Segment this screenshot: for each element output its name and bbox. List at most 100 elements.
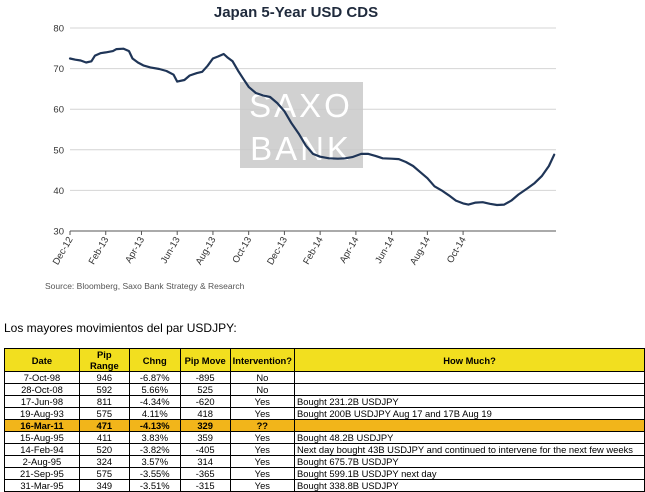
table-row: 7-Oct-98 946 -6.87% -895 No [4, 371, 645, 384]
cell-pip-move: -620 [179, 395, 231, 408]
cell-pip-move: -405 [179, 443, 231, 456]
cell-pip-range: 349 [78, 479, 130, 492]
cell-pip-range: 324 [78, 455, 130, 468]
cell-how-much: Bought 599.1B USDJPY next day [294, 467, 645, 480]
cell-pip-range: 411 [78, 431, 130, 444]
chart-title: Japan 5-Year USD CDS [214, 4, 378, 21]
col-pip-move-header: Pip Move [179, 348, 231, 372]
x-tick-label: Dec-13 [265, 235, 290, 267]
table-row: 14-Feb-94 520 -3.82% -405 Yes Next day bought… [4, 443, 645, 456]
cell-date: 14-Feb-94 [4, 443, 80, 456]
chart-source-note: Source: Bloomberg, Saxo Bank Strategy & … [45, 281, 245, 291]
cell-intervention: Yes [229, 443, 296, 456]
y-tick-label: 80 [53, 24, 64, 35]
col-how-much-header: How Much? [294, 348, 645, 372]
cell-intervention: Yes [229, 431, 296, 444]
cell-chng: -3.51% [128, 479, 181, 492]
y-tick-label: 30 [53, 227, 64, 238]
cell-chng: 3.83% [128, 431, 181, 444]
x-tick-label: Feb-13 [87, 235, 112, 267]
cell-pip-move: -365 [179, 467, 231, 480]
col-pip-range-header: Pip Range [78, 348, 130, 372]
cell-date: 7-Oct-98 [4, 371, 80, 384]
x-tick-label: Feb-14 [301, 235, 326, 267]
y-tick-label: 40 [53, 186, 64, 197]
cell-chng: -3.55% [128, 467, 181, 480]
cell-chng: -4.34% [128, 395, 181, 408]
table-row: 28-Oct-08 592 5.66% 525 No [4, 383, 645, 396]
x-tick-label: Aug-13 [194, 235, 219, 267]
cell-date: 28-Oct-08 [4, 383, 80, 396]
cell-pip-move: 359 [179, 431, 231, 444]
table-row: 31-Mar-95 349 -3.51% -315 Yes Bought 338.8B U… [4, 479, 645, 492]
cell-how-much: Bought 338.8B USDJPY [294, 479, 645, 492]
cell-chng: -6.87% [128, 371, 181, 384]
y-tick-label: 50 [53, 145, 64, 156]
cell-how-much: Bought 231.2B USDJPY [294, 395, 645, 408]
cell-pip-range: 811 [78, 395, 130, 408]
cell-date: 21-Sep-95 [4, 467, 80, 480]
x-tick-label: Oct-14 [445, 235, 469, 265]
watermark-panel [240, 82, 363, 168]
cell-intervention: Yes [229, 479, 296, 492]
x-tick-label: Oct-13 [230, 235, 254, 265]
cell-pip-move: 525 [179, 383, 231, 396]
y-tick-label: 60 [53, 105, 64, 116]
cell-chng: -4.13% [128, 419, 181, 432]
cell-intervention: Yes [229, 455, 296, 468]
cell-how-much: Bought 48.2B USDJPY [294, 431, 645, 444]
cell-intervention: Yes [229, 395, 296, 408]
table-body: 7-Oct-98 946 -6.87% -895 No 28-Oct-08 592 5.66%… [4, 371, 645, 492]
x-tick-label: Aug-14 [408, 235, 433, 267]
col-chng-header: Chng [128, 348, 181, 372]
table-row: 16-Mar-11 471 -4.13% 329?? [4, 419, 645, 432]
col-date-header: Date [4, 348, 80, 372]
cell-how-much [294, 383, 645, 396]
cell-intervention: Yes [229, 407, 296, 420]
cell-chng: 5.66% [128, 383, 181, 396]
cell-how-much: Bought 675.7B USDJPY [294, 455, 645, 468]
cell-chng: 3.57% [128, 455, 181, 468]
cell-pip-move: -895 [179, 371, 231, 384]
usdjpy-moves-table: Date Pip Range Chng Pip Move Interventio… [4, 348, 645, 492]
cell-date: 17-Jun-98 [4, 395, 80, 408]
table-header-row: Date Pip Range Chng Pip Move Interventio… [4, 348, 645, 372]
cell-chng: 4.11% [128, 407, 181, 420]
x-tick-label: Apr-14 [338, 235, 362, 265]
cell-pip-range: 592 [78, 383, 130, 396]
table-row: 21-Sep-95 575 -3.55% -365 Yes Bought 599.1B U… [4, 467, 645, 480]
cell-how-much [294, 371, 645, 384]
cds-chart: Japan 5-Year USD CDS SAXO BANK 30 40 50 60 7… [45, 4, 556, 291]
cell-how-much [294, 419, 645, 432]
x-axis-labels: Dec-12 Feb-13 Apr-13 Jun-13 Aug-13 Oct-13 Dec-… [51, 235, 469, 267]
cell-how-much: Bought 200B USDJPY Aug 17 and 17B Aug 19 [294, 407, 645, 420]
x-tick-label: Dec-12 [51, 235, 76, 267]
watermark-word-1: SAXO [249, 87, 353, 124]
cell-intervention: No [229, 383, 296, 396]
cell-pip-move: 329 [179, 419, 231, 432]
x-tick-label: Jun-13 [159, 235, 183, 266]
table-row: 15-Aug-95 411 3.83% 359 Yes Bought 48.2B USDJ… [4, 431, 645, 444]
cell-date: 19-Aug-93 [4, 407, 80, 420]
cell-intervention: No [229, 371, 296, 384]
saxo-bank-watermark: SAXO BANK [240, 82, 363, 168]
cell-date: 2-Aug-95 [4, 455, 80, 468]
table-row: 19-Aug-93 575 4.11% 418 Yes Bought 200B USDJP… [4, 407, 645, 420]
cell-pip-move: 418 [179, 407, 231, 420]
cell-intervention: ?? [229, 419, 296, 432]
cds-series-line [68, 47, 556, 207]
table-caption: Los mayores movimientos del par USDJPY: [4, 321, 237, 335]
y-tick-label: 70 [53, 64, 64, 75]
col-intervention-header: Intervention? [229, 348, 296, 372]
cell-pip-range: 575 [78, 467, 130, 480]
cell-pip-move: -315 [179, 479, 231, 492]
cell-chng: -3.82% [128, 443, 181, 456]
cell-pip-range: 946 [78, 371, 130, 384]
cell-pip-range: 575 [78, 407, 130, 420]
cell-date: 31-Mar-95 [4, 479, 80, 492]
chart-axes [69, 230, 556, 235]
x-tick-label: Apr-13 [123, 235, 147, 265]
cell-pip-move: 314 [179, 455, 231, 468]
table-row: 2-Aug-95 324 3.57% 314 Yes Bought 675.7B USDJ… [4, 455, 645, 468]
cell-pip-range: 520 [78, 443, 130, 456]
